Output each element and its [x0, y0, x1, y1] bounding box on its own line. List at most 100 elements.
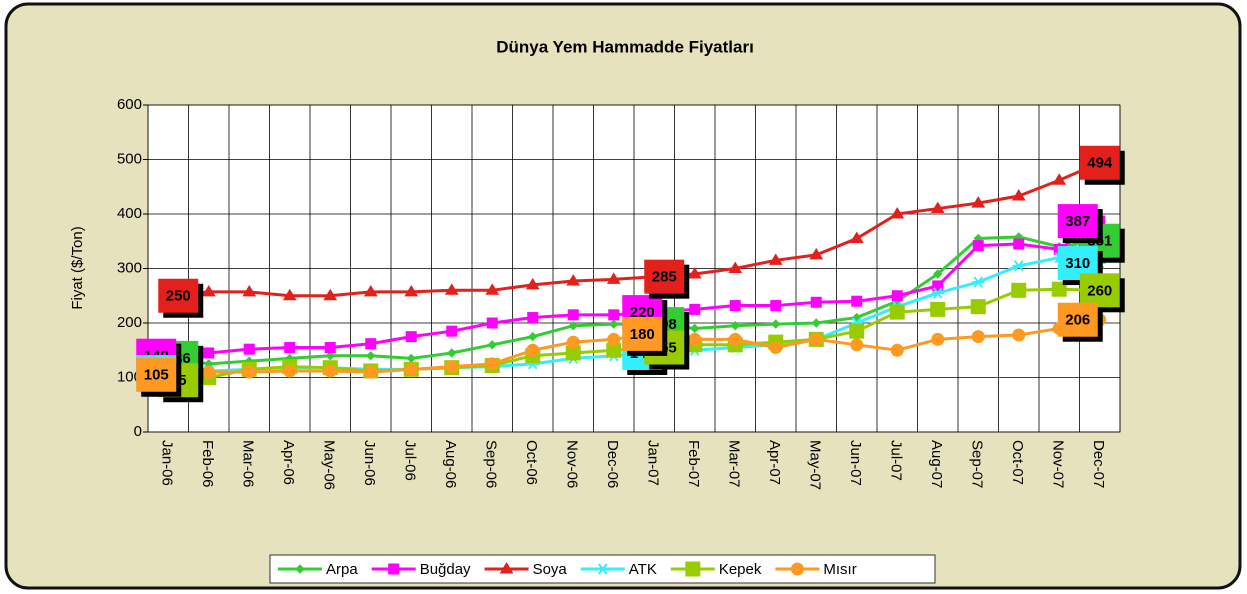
marker — [728, 332, 742, 346]
marker — [687, 266, 702, 279]
marker — [971, 330, 985, 344]
marker — [283, 364, 297, 378]
marker — [566, 335, 580, 349]
y-tick-label: 0 — [134, 423, 142, 440]
marker — [933, 269, 943, 279]
marker — [284, 342, 296, 354]
marker — [485, 357, 499, 371]
x-tick-label: Oct-06 — [523, 440, 540, 485]
x-tick-label: Nov-06 — [563, 440, 580, 488]
marker — [970, 299, 986, 315]
marker — [606, 272, 621, 284]
marker — [404, 284, 419, 297]
legend-marker — [295, 564, 305, 574]
label-box — [136, 357, 177, 392]
marker — [282, 288, 297, 301]
series-line — [168, 161, 1101, 298]
y-tick-label: 600 — [117, 96, 142, 113]
marker — [849, 231, 864, 244]
marker — [242, 365, 256, 379]
legend-label: ATK — [629, 561, 657, 578]
legend-marker — [388, 563, 400, 575]
data-label: 260 — [1087, 282, 1112, 299]
marker — [729, 300, 741, 312]
marker — [1051, 281, 1067, 297]
marker — [528, 331, 538, 342]
marker — [526, 343, 540, 357]
marker — [972, 240, 984, 252]
marker — [203, 347, 215, 359]
x-tick-label: Jul-07 — [887, 440, 904, 481]
marker — [972, 276, 985, 288]
x-tick-label: Jul-06 — [401, 440, 418, 481]
marker — [527, 312, 539, 324]
marker — [445, 360, 459, 374]
marker — [728, 261, 743, 273]
label-box — [158, 278, 199, 313]
marker — [366, 350, 376, 361]
legend-marker — [596, 563, 609, 575]
x-tick-label: Sep-07 — [968, 440, 985, 488]
marker — [242, 284, 257, 297]
marker — [850, 338, 864, 352]
label-box — [644, 259, 685, 294]
data-label: 206 — [1065, 312, 1090, 329]
y-tick-label: 100 — [117, 368, 142, 385]
legend-marker — [790, 562, 804, 576]
marker — [930, 201, 945, 214]
marker — [1011, 189, 1026, 201]
marker — [890, 343, 904, 357]
x-tick-label: Dec-07 — [1090, 440, 1107, 488]
marker — [1013, 238, 1025, 250]
marker — [487, 340, 497, 350]
data-label: 220 — [630, 304, 655, 321]
legend-label: Mısır — [823, 561, 856, 578]
marker — [486, 317, 498, 329]
marker — [1011, 282, 1027, 298]
marker — [971, 196, 986, 208]
marker — [891, 290, 903, 302]
marker — [771, 319, 781, 329]
x-tick-label: Dec-06 — [604, 440, 621, 488]
marker — [365, 338, 377, 350]
marker — [323, 288, 338, 301]
legend-marker — [499, 562, 514, 574]
x-tick-label: Jun-06 — [361, 440, 378, 486]
marker — [1012, 328, 1026, 342]
marker — [609, 319, 619, 329]
marker — [1012, 260, 1025, 272]
x-tick-label: Aug-07 — [928, 440, 945, 488]
marker — [931, 332, 945, 346]
data-label: 285 — [652, 269, 677, 286]
marker — [607, 332, 621, 346]
marker — [690, 323, 700, 334]
x-tick-label: Jan-07 — [644, 440, 661, 486]
label-box — [1057, 204, 1098, 239]
x-tick-label: Mar-07 — [725, 440, 742, 488]
data-label: 310 — [1065, 255, 1090, 272]
marker — [323, 364, 337, 378]
marker — [243, 343, 255, 355]
marker — [525, 277, 540, 290]
marker — [730, 321, 740, 331]
x-tick-label: Sep-06 — [482, 440, 499, 488]
marker — [930, 301, 946, 317]
y-axis-label: Fiyat ($/Ton) — [69, 226, 86, 309]
marker — [890, 207, 905, 219]
marker — [567, 309, 579, 321]
marker — [444, 283, 459, 295]
marker — [811, 318, 821, 328]
x-tick-label: Feb-07 — [685, 440, 702, 488]
marker — [809, 247, 824, 260]
marker — [1052, 173, 1067, 185]
marker — [202, 365, 216, 379]
x-tick-label: May-06 — [320, 440, 337, 490]
marker — [689, 303, 701, 315]
legend-label: Arpa — [326, 561, 358, 578]
marker — [810, 296, 822, 308]
marker — [768, 253, 783, 265]
marker — [608, 309, 620, 321]
x-tick-label: Jun-07 — [847, 440, 864, 486]
marker — [201, 284, 216, 297]
